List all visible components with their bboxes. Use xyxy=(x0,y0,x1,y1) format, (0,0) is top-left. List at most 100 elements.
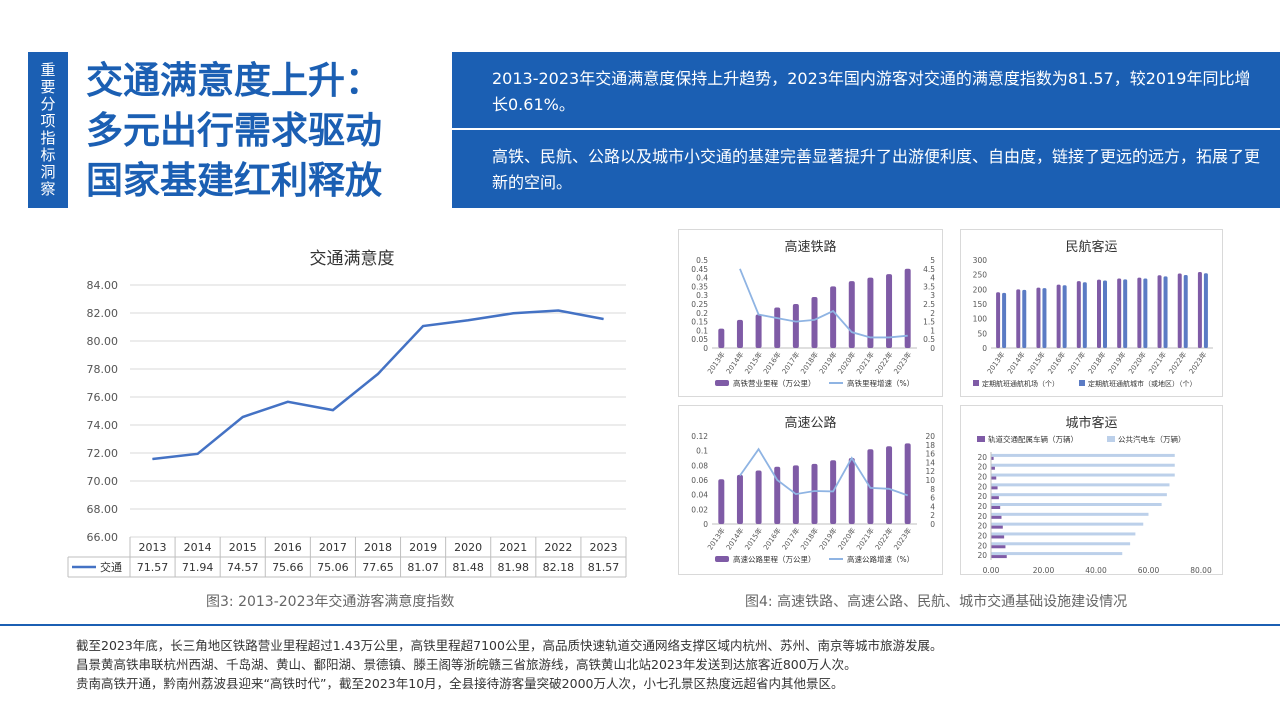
x-tick-label: 2016年 xyxy=(1046,350,1068,376)
y-tick-label: 20 xyxy=(977,541,987,550)
table-value: 82.18 xyxy=(543,561,575,574)
highway-title: 高速公路 xyxy=(784,416,837,431)
bar xyxy=(991,555,1007,559)
urban-title: 城市客运 xyxy=(1065,416,1118,431)
aviation-panel: 民航客运 300 250 200 150 100 50 0 2013年 2014年 2015年 20… xyxy=(960,229,1223,397)
note-line-2: 昌景黄高铁串联杭州西湖、千岛湖、黄山、鄱阳湖、景德镇、滕王阁等浙皖赣三省旅游线，… xyxy=(76,657,857,672)
x-tick-label: 2018年 xyxy=(799,350,821,376)
side-tag-label: 重要分项指标洞察 xyxy=(38,62,57,198)
y-right-tick-label: 3.5 xyxy=(923,282,935,291)
bar xyxy=(811,463,818,524)
data-point xyxy=(422,325,424,327)
bar xyxy=(1163,276,1168,348)
legend-label: 轨道交通配属车辆（万辆） xyxy=(988,434,1078,444)
bar xyxy=(991,552,1123,556)
x-tick-label: 2021 xyxy=(499,541,527,554)
bar xyxy=(1056,284,1061,348)
x-tick-label: 80.00 xyxy=(1190,566,1212,575)
x-tick-label: 2018年 xyxy=(799,526,821,552)
table-value: 81.48 xyxy=(452,561,484,574)
table-value: 81.57 xyxy=(588,561,620,574)
y-tick-label: 20 xyxy=(977,512,987,521)
y-right-tick-label: 12 xyxy=(925,467,935,476)
bar xyxy=(991,506,1001,509)
x-tick-label: 2017年 xyxy=(1066,350,1088,376)
legend-line-label: 高速公路增速（%） xyxy=(847,554,914,564)
table-value: 71.94 xyxy=(182,561,214,574)
x-tick-label: 2015 xyxy=(229,541,257,554)
table-value: 71.57 xyxy=(137,561,169,574)
x-tick-label: 2014年 xyxy=(724,350,746,376)
y-left-tick-label: 0.08 xyxy=(691,461,708,470)
x-tick-label: 2017年 xyxy=(780,526,802,552)
table-value: 81.07 xyxy=(407,561,439,574)
y-right-tick-label: 2 xyxy=(930,309,935,318)
y-left-tick-label: 0.06 xyxy=(691,476,708,485)
y-right-tick-label: 5 xyxy=(930,256,935,265)
highway-panel: 高速公路 0.12 0.1 0.08 0.06 0.04 0.02 0 20 18 16 14 12 1… xyxy=(678,405,943,575)
x-tick-label: 2019 xyxy=(409,541,437,554)
notes: 截至2023年底，长三角地区铁路营业里程超过1.43万公里，高铁里程超7100公… xyxy=(76,636,1256,693)
bar xyxy=(991,493,1167,497)
y-tick-label: 68.00 xyxy=(87,503,119,516)
bar xyxy=(1123,279,1128,348)
x-tick-label: 2014年 xyxy=(1005,350,1027,376)
y-tick-label: 20 xyxy=(977,522,987,531)
x-tick-label: 2020 xyxy=(454,541,482,554)
y-tick-label: 20 xyxy=(977,453,987,462)
bar xyxy=(1143,278,1148,348)
x-tick-label: 2023年 xyxy=(892,350,914,376)
x-tick-label: 2017年 xyxy=(780,350,802,376)
table-value: 77.65 xyxy=(362,561,394,574)
x-tick-label: 2015年 xyxy=(743,350,765,376)
data-point xyxy=(287,401,289,403)
legend-swatch xyxy=(977,436,985,442)
legend-bar-swatch xyxy=(715,380,729,386)
summary-paragraph-1: 2013-2023年交通满意度保持上升趋势，2023年国内游客对交通的满意度指数… xyxy=(492,69,1251,114)
x-tick-label: 2018年 xyxy=(1086,350,1108,376)
y-left-tick-label: 0.25 xyxy=(691,300,708,309)
hsr-title: 高速铁路 xyxy=(784,240,837,255)
legend-bar-swatch xyxy=(715,556,729,562)
bar xyxy=(1002,292,1007,348)
bar xyxy=(1197,272,1202,348)
bar xyxy=(886,274,893,348)
y-left-tick-label: 0.02 xyxy=(691,505,708,514)
bar xyxy=(991,463,1175,467)
data-point xyxy=(512,312,514,314)
y-right-tick-label: 4 xyxy=(930,274,935,283)
bar xyxy=(1097,279,1101,348)
bar xyxy=(991,515,1002,519)
title-line-1: 交通满意度上升： xyxy=(86,59,382,102)
y-right-tick-label: 0 xyxy=(930,344,935,353)
bar xyxy=(736,319,743,348)
y-left-tick-label: 0.12 xyxy=(691,432,708,441)
legend-label: 公共汽电车（万辆） xyxy=(1118,434,1186,444)
bar xyxy=(1036,287,1041,348)
x-tick-label: 0.00 xyxy=(983,566,1000,575)
y-right-tick-label: 18 xyxy=(925,441,935,450)
y-left-tick-label: 0.1 xyxy=(696,326,708,335)
x-tick-label: 2020年 xyxy=(836,526,858,552)
y-right-tick-label: 4.5 xyxy=(923,265,935,274)
table-value: 74.57 xyxy=(227,561,259,574)
note-line-1: 截至2023年底，长三角地区铁路营业里程超过1.43万公里，高铁里程超7100公… xyxy=(76,638,943,653)
bar xyxy=(904,443,911,524)
x-tick-label: 2021年 xyxy=(854,350,876,376)
summary-divider xyxy=(452,128,1280,130)
legend-swatch xyxy=(1079,380,1085,386)
y-tick-label: 100 xyxy=(973,315,988,324)
bar xyxy=(867,277,874,348)
table-value: 81.98 xyxy=(498,561,529,574)
y-tick-label: 150 xyxy=(973,300,988,309)
urban-panel: 城市客运 轨道交通配属车辆（万辆） 公共汽电车（万辆） 20 20 20 20 20 20 20… xyxy=(960,405,1223,575)
y-right-tick-label: 8 xyxy=(930,485,935,494)
x-tick-label: 2019年 xyxy=(817,526,839,552)
bar xyxy=(1042,288,1047,348)
legend-swatch xyxy=(1107,436,1115,442)
x-tick-label: 2013年 xyxy=(705,350,727,376)
page-title: 交通满意度上升： 多元出行需求驱动 国家基建红利释放 xyxy=(86,56,446,206)
bar xyxy=(1157,275,1162,348)
x-tick-label: 60.00 xyxy=(1138,566,1160,575)
